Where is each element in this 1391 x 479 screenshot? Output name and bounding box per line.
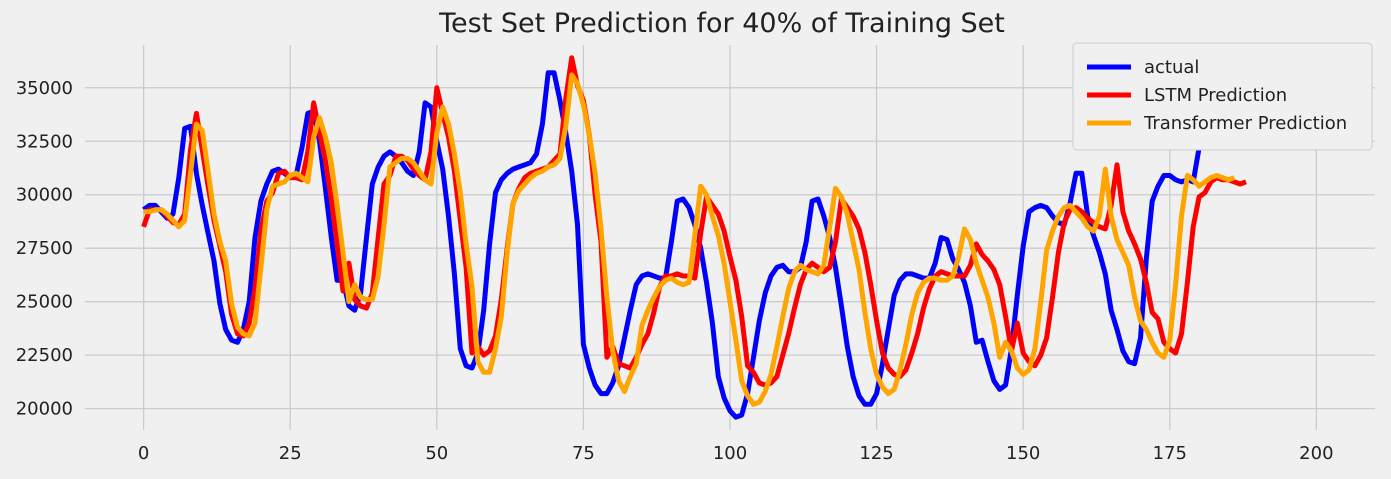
x-tick-label: 50 (425, 443, 448, 464)
x-tick-label: 75 (572, 443, 595, 464)
x-tick-label: 175 (1153, 443, 1187, 464)
tick-labels: 0 25 50 75 100 125 150 175 200 20000 22500 25000 275… (16, 78, 1334, 464)
x-tick-label: 25 (279, 443, 302, 464)
series-line-1 (141, 55, 1247, 388)
x-tick-label: 150 (1006, 443, 1040, 464)
y-tick-label: 27500 (16, 238, 73, 259)
y-tick-label: 25000 (16, 292, 73, 313)
y-tick-label: 32500 (16, 131, 73, 152)
x-tick-label: 125 (859, 443, 893, 464)
x-tick-label: 100 (713, 443, 747, 464)
y-tick-label: 20000 (16, 399, 73, 420)
x-tick-label: 200 (1299, 443, 1333, 464)
y-tick-label: 22500 (16, 345, 73, 366)
x-tick-label: 0 (138, 443, 149, 464)
legend-label-lstm: LSTM Prediction (1144, 85, 1287, 106)
y-tick-label: 30000 (16, 185, 73, 206)
legend-label-transformer: Transformer Prediction (1143, 113, 1347, 134)
legend-box (1072, 42, 1373, 151)
legend: actual LSTM Prediction Transformer Predi… (1072, 42, 1373, 151)
y-tick-label: 35000 (16, 78, 73, 99)
legend-label-actual: actual (1144, 57, 1199, 78)
series-line-2 (143, 72, 1236, 407)
series-layer (141, 55, 1247, 420)
chart-title: Test Set Prediction for 40% of Training … (438, 8, 1005, 39)
